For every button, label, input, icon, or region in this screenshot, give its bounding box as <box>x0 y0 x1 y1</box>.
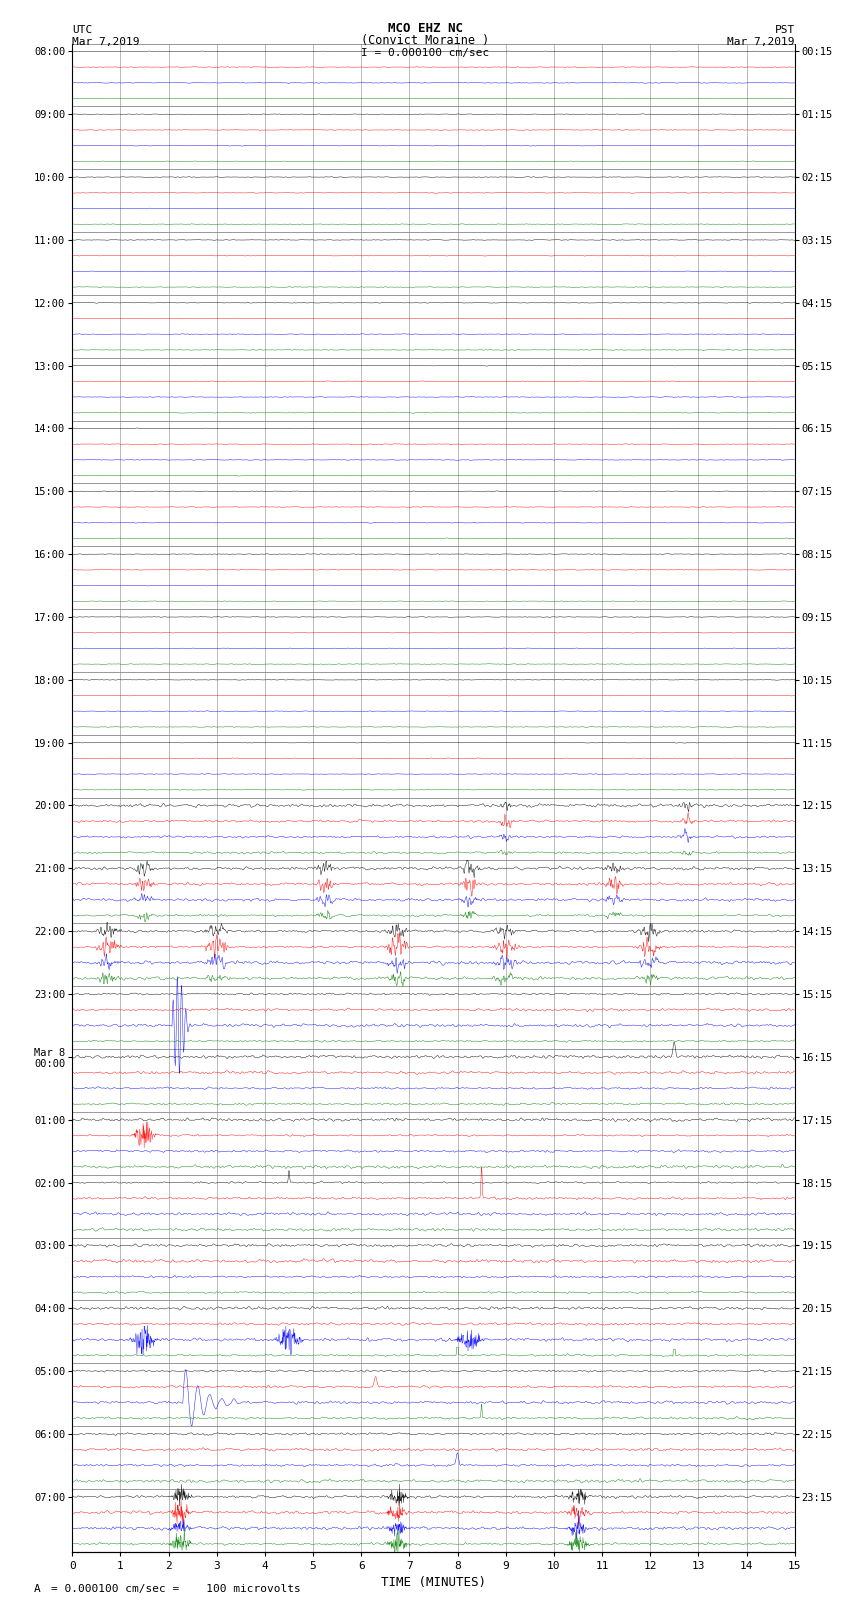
Text: I = 0.000100 cm/sec: I = 0.000100 cm/sec <box>361 48 489 58</box>
Text: Mar 7,2019: Mar 7,2019 <box>728 37 795 47</box>
X-axis label: TIME (MINUTES): TIME (MINUTES) <box>381 1576 486 1589</box>
Text: A: A <box>34 1584 41 1594</box>
Text: MCO EHZ NC: MCO EHZ NC <box>388 23 462 35</box>
Text: UTC: UTC <box>72 26 93 35</box>
Text: (Convict Moraine ): (Convict Moraine ) <box>361 34 489 47</box>
Text: Mar 7,2019: Mar 7,2019 <box>72 37 139 47</box>
Text: = 0.000100 cm/sec =    100 microvolts: = 0.000100 cm/sec = 100 microvolts <box>51 1584 301 1594</box>
Text: PST: PST <box>774 26 795 35</box>
